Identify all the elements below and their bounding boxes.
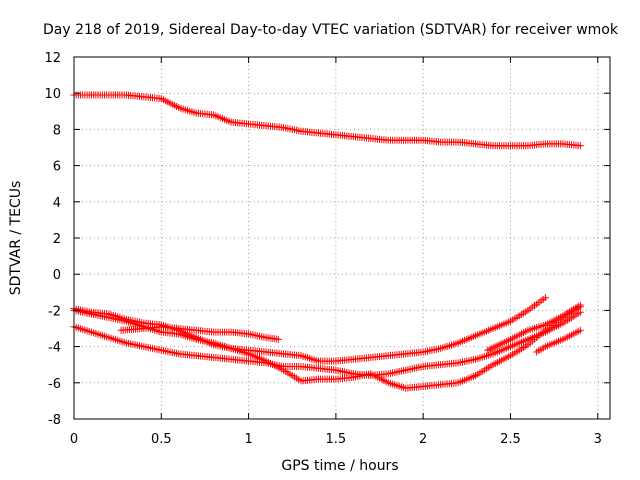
data-point [541, 294, 549, 302]
y-tick-label: -8 [48, 413, 61, 428]
y-tick-label: 10 [44, 87, 61, 102]
y-tick-label: 0 [53, 268, 61, 283]
x-tick-labels: 0 0.5 1 1.5 2 2.5 3 [70, 432, 602, 447]
y-tick-label: 8 [53, 123, 61, 138]
series-track-5 [117, 323, 282, 343]
x-tick-label: 2.5 [500, 432, 521, 447]
data-point [274, 335, 282, 343]
plot-frame [73, 56, 611, 420]
series-track-7 [533, 326, 584, 356]
data-points [70, 91, 584, 392]
data-point [576, 308, 584, 316]
x-tick-label: 1.5 [326, 432, 347, 447]
chart-title: Day 218 of 2019, Sidereal Day-to-day VTE… [43, 22, 619, 38]
data-point [576, 301, 584, 309]
x-tick-label: 2 [419, 432, 427, 447]
x-tick-label: 0 [70, 432, 78, 447]
y-tick-label: -6 [48, 377, 61, 392]
data-point [576, 142, 584, 150]
y-axis-label: SDTVAR / TECUs [8, 181, 24, 296]
y-tick-label: 2 [53, 232, 61, 247]
y-tick-label: 4 [53, 196, 61, 211]
x-tick-label: 0.5 [151, 432, 172, 447]
data-point [576, 326, 584, 334]
grid-lines [74, 57, 610, 419]
y-tick-label: 6 [53, 160, 61, 175]
y-tick-label: -2 [48, 304, 61, 319]
y-tick-labels: -8 -6 -4 -2 0 2 4 6 8 10 12 [44, 51, 61, 428]
series-track-1 [70, 91, 584, 150]
series-track-4 [70, 308, 584, 380]
x-axis-label: GPS time / hours [281, 458, 398, 474]
series-track-6 [484, 301, 584, 354]
y-tick-label: -4 [48, 341, 61, 356]
x-tick-label: 1 [244, 432, 252, 447]
x-tick-label: 3 [594, 432, 602, 447]
y-tick-label: 12 [44, 51, 61, 66]
